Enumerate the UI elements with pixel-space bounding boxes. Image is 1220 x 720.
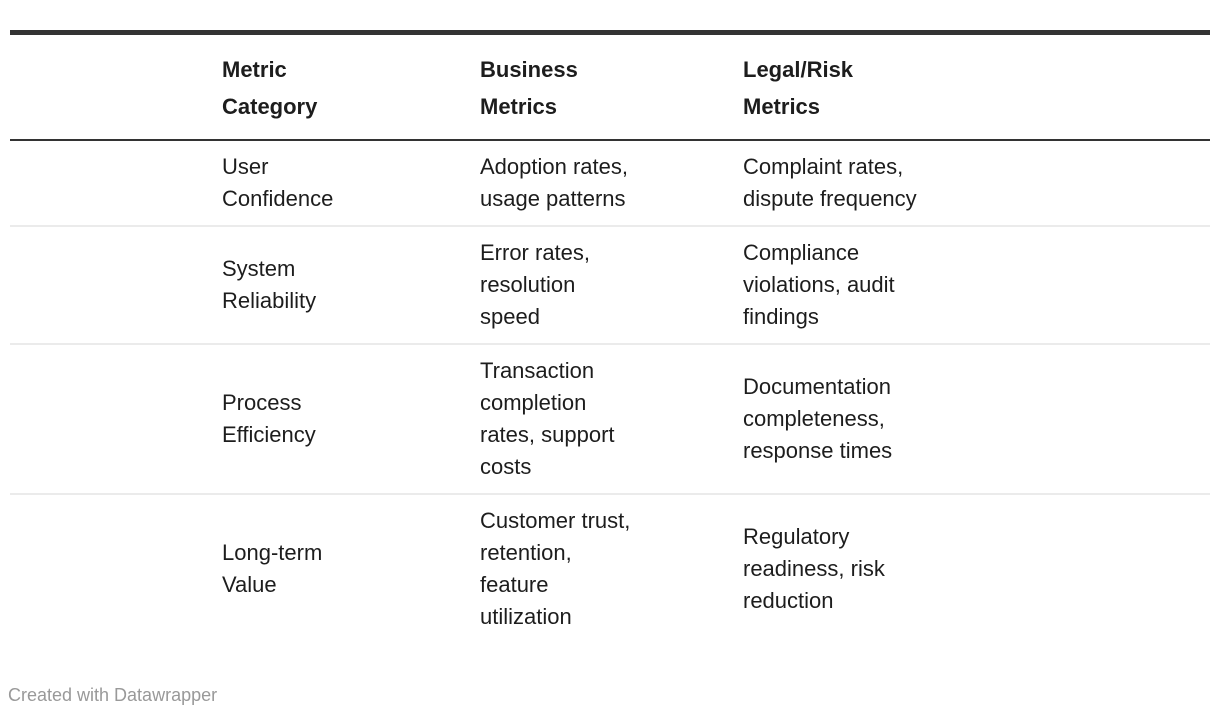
table-header-row: Metric Category Business Metrics Legal/R… xyxy=(10,35,1210,141)
column-header-label: Legal/Risk Metrics xyxy=(743,57,854,119)
column-header-legal-risk-metrics: Legal/Risk Metrics xyxy=(743,51,1210,125)
table-row-long-term-value: Long-term Value Customer trust, retentio… xyxy=(10,495,1210,643)
cell-legal-risk-metrics: Compliance violations, audit findings xyxy=(743,237,1210,333)
cell-legal-risk-metrics: Complaint rates, dispute frequency xyxy=(743,151,1210,215)
cell-metric-category: Process Efficiency xyxy=(222,387,480,451)
metrics-comparison-table: Metric Category Business Metrics Legal/R… xyxy=(10,30,1210,643)
column-header-metric-category: Metric Category xyxy=(222,51,480,125)
cell-text: Adoption rates, usage patterns xyxy=(480,154,628,211)
datawrapper-credit: Created with Datawrapper xyxy=(8,685,218,705)
cell-business-metrics: Transaction completion rates, support co… xyxy=(480,355,743,483)
cell-text: Documentation completeness, response tim… xyxy=(743,374,893,463)
table-row-process-efficiency: Process Efficiency Transaction completio… xyxy=(10,345,1210,495)
cell-metric-category: Long-term Value xyxy=(222,537,480,601)
cell-text: Long-term Value xyxy=(222,540,323,597)
cell-text: Complaint rates, dispute frequency xyxy=(743,154,917,211)
cell-business-metrics: Customer trust, retention, feature utili… xyxy=(480,505,743,633)
cell-text: Customer trust, retention, feature utili… xyxy=(480,508,631,629)
cell-business-metrics: Adoption rates, usage patterns xyxy=(480,151,743,215)
cell-text: Regulatory readiness, risk reduction xyxy=(743,524,885,613)
column-header-business-metrics: Business Metrics xyxy=(480,51,743,125)
cell-text: Transaction completion rates, support co… xyxy=(480,358,615,479)
cell-metric-category: User Confidence xyxy=(222,151,480,215)
table-row-user-confidence: User Confidence Adoption rates, usage pa… xyxy=(10,141,1210,227)
column-header-label: Metric Category xyxy=(222,57,318,119)
cell-business-metrics: Error rates, resolution speed xyxy=(480,237,743,333)
table-row-system-reliability: System Reliability Error rates, resoluti… xyxy=(10,227,1210,345)
cell-text: Error rates, resolution speed xyxy=(480,240,591,329)
cell-text: System Reliability xyxy=(222,256,317,313)
cell-text: Compliance violations, audit findings xyxy=(743,240,895,329)
cell-text: User Confidence xyxy=(222,154,334,211)
cell-text: Process Efficiency xyxy=(222,390,316,447)
cell-legal-risk-metrics: Documentation completeness, response tim… xyxy=(743,371,1210,467)
cell-metric-category: System Reliability xyxy=(222,253,480,317)
cell-legal-risk-metrics: Regulatory readiness, risk reduction xyxy=(743,521,1210,617)
column-header-label: Business Metrics xyxy=(480,57,578,119)
